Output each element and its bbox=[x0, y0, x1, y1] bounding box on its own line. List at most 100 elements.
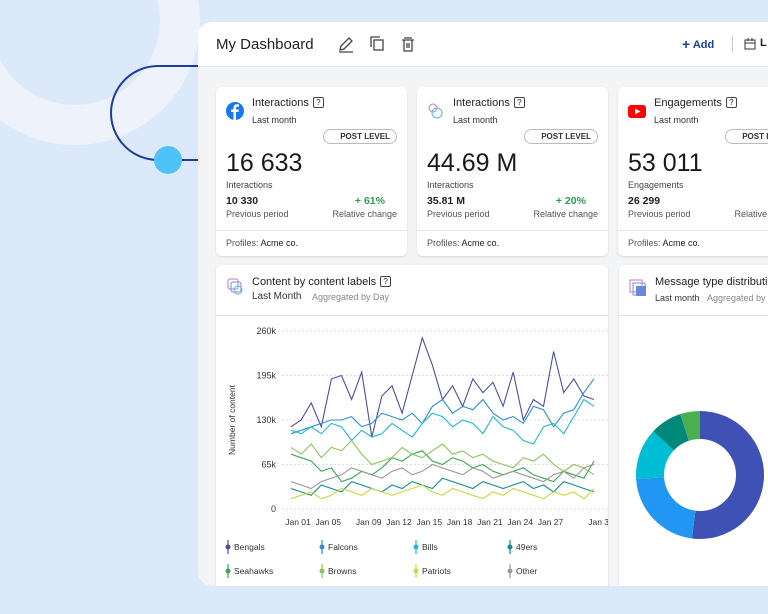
dashboard-title: My Dashboard bbox=[216, 36, 314, 53]
profiles-value: Acme co. bbox=[662, 238, 701, 248]
profiles-row: Profiles: Acme co. bbox=[226, 238, 298, 248]
pie-segment bbox=[636, 431, 674, 480]
pie-segment bbox=[653, 414, 689, 451]
connector bbox=[110, 65, 198, 161]
chart-title: Content by content labels bbox=[252, 276, 377, 288]
previous-value: 26 299 bbox=[628, 195, 661, 207]
chart-title: Message type distribution bbox=[655, 276, 768, 288]
platform-icon bbox=[428, 103, 443, 119]
legend-dot bbox=[507, 544, 513, 550]
profiles-row: Profiles: Acme co. bbox=[427, 238, 499, 248]
y-tick-label: 65k bbox=[261, 460, 276, 470]
chart-note: Aggregated by Day bbox=[707, 293, 768, 303]
toolbar[interactable] bbox=[338, 36, 418, 54]
legend-label: Bills bbox=[422, 542, 438, 552]
card-period: Last month bbox=[654, 115, 699, 125]
series-line bbox=[290, 335, 595, 438]
chart-note: Aggregated by Day bbox=[312, 292, 390, 302]
decoration bbox=[0, 0, 200, 174]
change-label: Relative change bbox=[734, 209, 768, 219]
card-title: Interactions bbox=[453, 97, 510, 109]
legend-label: Other bbox=[516, 566, 537, 576]
card-title-row: Engagements? bbox=[654, 97, 737, 109]
series-line bbox=[290, 484, 595, 500]
delete-icon[interactable] bbox=[402, 37, 414, 52]
profiles-label: Profiles: bbox=[628, 238, 661, 248]
profiles-value: Acme co. bbox=[461, 238, 500, 248]
series-line bbox=[290, 378, 595, 435]
calendar-icon[interactable] bbox=[744, 38, 756, 50]
content-icon bbox=[227, 278, 243, 295]
connector-dot bbox=[154, 146, 182, 174]
x-tick-label: Jan 27 bbox=[538, 517, 564, 527]
legend-label: Seahawks bbox=[234, 566, 273, 576]
y-tick-label: 130k bbox=[256, 415, 276, 425]
help-icon[interactable]: ? bbox=[513, 97, 525, 108]
change-value: + 61% bbox=[354, 195, 385, 207]
divider bbox=[216, 230, 407, 231]
header: My Dashboard + Add L bbox=[198, 22, 768, 67]
x-tick-label: Jan 15 bbox=[417, 517, 443, 527]
badge: POST LEVEL bbox=[323, 129, 397, 144]
legend-label: 49ers bbox=[516, 542, 537, 552]
previous-label: Previous period bbox=[427, 209, 490, 219]
add-button[interactable]: + Add bbox=[682, 36, 715, 52]
previous-label: Previous period bbox=[628, 209, 691, 219]
x-tick-label: Jan 18 bbox=[447, 517, 473, 527]
divider bbox=[618, 230, 768, 231]
legend-label: Patriots bbox=[422, 566, 451, 576]
profiles-label: Profiles: bbox=[226, 238, 259, 248]
pie-segment bbox=[691, 411, 765, 539]
card-title-row: Interactions? bbox=[453, 97, 525, 109]
pie-segment bbox=[636, 477, 696, 539]
y-tick-label: 0 bbox=[271, 504, 276, 514]
platform-icon bbox=[226, 102, 244, 120]
date-range[interactable]: L bbox=[760, 37, 767, 49]
legend-label: Bengals bbox=[234, 542, 265, 552]
help-icon[interactable]: ? bbox=[312, 97, 324, 108]
legend-label: Falcons bbox=[328, 542, 358, 552]
dashboard: My Dashboard + Add L Interactions? Last m… bbox=[198, 22, 768, 586]
pie-segment bbox=[680, 411, 700, 441]
change-label: Relative change bbox=[332, 209, 397, 219]
card-title: Interactions bbox=[252, 97, 309, 109]
x-tick-label: Jan 21 bbox=[477, 517, 503, 527]
platform-icon bbox=[628, 105, 646, 118]
kpi-card: Engagements? Last month POST LEVEL 53 011 En… bbox=[618, 87, 768, 256]
change-label: Relative change bbox=[533, 209, 598, 219]
badge: POST LEVEL bbox=[725, 129, 768, 144]
pie-chart-card: Message type distribution Last month Agg… bbox=[619, 265, 768, 586]
legend-dot bbox=[225, 568, 231, 574]
series-line bbox=[290, 463, 595, 490]
x-tick-label: Jan 31 bbox=[588, 517, 608, 527]
kpi-value: 16 633 bbox=[226, 149, 303, 177]
add-label[interactable]: Add bbox=[692, 39, 715, 51]
kpi-card: Interactions? Last month POST LEVEL 16 633 I… bbox=[216, 87, 407, 256]
y-axis-label: Number of content bbox=[227, 384, 237, 455]
copy-icon[interactable] bbox=[373, 39, 384, 51]
legend-dot bbox=[507, 568, 513, 574]
series-line bbox=[290, 477, 595, 496]
series-line bbox=[290, 450, 595, 483]
previous-label: Previous period bbox=[226, 209, 289, 219]
profiles-row: Profiles: Acme co. bbox=[628, 238, 700, 248]
card-title: Engagements bbox=[654, 97, 722, 109]
edit-icon[interactable] bbox=[339, 37, 353, 53]
series-line bbox=[290, 439, 595, 476]
kpi-value: 53 011 bbox=[628, 149, 703, 177]
x-tick-label: Jan 12 bbox=[386, 517, 412, 527]
x-tick-label: Jan 09 bbox=[356, 517, 382, 527]
pie-chart bbox=[636, 411, 765, 539]
chart-subtitle: Last month bbox=[655, 293, 700, 303]
y-tick-label: 260k bbox=[256, 326, 276, 336]
x-tick-label: Jan 24 bbox=[507, 517, 533, 527]
help-icon[interactable]: ? bbox=[380, 276, 392, 287]
y-tick-label: 195k bbox=[256, 371, 276, 381]
legend-label: Browns bbox=[328, 566, 356, 576]
card-period: Last month bbox=[453, 115, 498, 125]
chart-subtitle: Last Month bbox=[252, 291, 302, 302]
previous-value: 35.81 M bbox=[427, 195, 465, 207]
help-icon[interactable]: ? bbox=[725, 97, 737, 108]
kpi-value: 44.69 M bbox=[427, 149, 518, 177]
